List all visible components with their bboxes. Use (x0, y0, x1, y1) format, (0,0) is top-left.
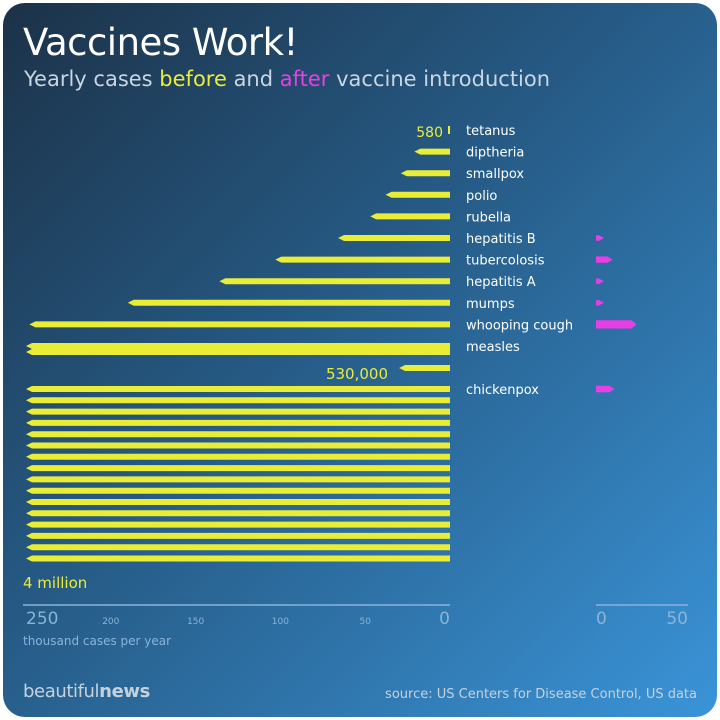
bar-before-polio (385, 191, 450, 198)
subtitle-part: vaccine introduction (329, 67, 551, 91)
bar-before-chickenpox-segment (26, 521, 450, 528)
category-label: tubercolosis (466, 254, 545, 269)
bar-before-rubella (370, 213, 450, 220)
brand-logo-bold: news (99, 681, 150, 702)
bar-before-hepatitis-B (338, 235, 450, 241)
bar-before-chickenpox-segment (26, 408, 450, 415)
bar-before-measles-full (26, 343, 450, 349)
bar-before-tetanus (448, 126, 450, 134)
subtitle-after-word: after (279, 67, 330, 91)
axis-before-tick-label: 200 (102, 617, 119, 627)
category-label: smallpox (466, 167, 524, 182)
bar-before-diptheria (414, 148, 450, 155)
bar-before-whooping-cough (29, 321, 451, 328)
category-label: whooping cough (466, 318, 573, 333)
category-label: chickenpox (466, 383, 539, 398)
annotation-measles: 530,000 (326, 365, 388, 383)
bar-before-chickenpox-segment (26, 419, 450, 426)
axis-before-tick-label: 150 (187, 617, 204, 627)
chart-subtitle: Yearly cases before and after vaccine in… (24, 67, 550, 91)
category-label: polio (466, 189, 497, 204)
axis-before-tick-label: 100 (272, 617, 289, 627)
bar-before-chickenpox-segment (26, 442, 450, 449)
axis-before-tick-label: 50 (359, 617, 371, 627)
bar-before-chickenpox-segment (26, 532, 450, 539)
bar-before-smallpox (400, 170, 450, 177)
bar-before-chickenpox-segment (26, 510, 450, 517)
bar-before-hepatitis-A (219, 278, 450, 285)
category-label: mumps (466, 297, 515, 312)
subtitle-part: and (226, 67, 280, 91)
bar-before-chickenpox-segment (26, 386, 450, 392)
axis-before-tick-label: 0 (439, 609, 450, 629)
annotation-tetanus: 580 (416, 125, 443, 141)
bar-before-chickenpox-segment (26, 397, 450, 404)
bar-before-chickenpox-segment (26, 555, 450, 562)
bar-after-hepatitis-A (596, 278, 604, 284)
bar-before-chickenpox-segment (26, 465, 450, 472)
chart-card: Vaccines Work! Yearly cases before and a… (3, 3, 717, 717)
bar-after-whooping-cough (596, 320, 637, 329)
category-label: rubella (466, 210, 511, 225)
bar-before-chickenpox-segment (26, 476, 450, 483)
category-label: diptheria (466, 146, 524, 161)
bar-after-mumps (596, 300, 604, 306)
category-label: hepatitis A (466, 275, 536, 290)
bar-before-chickenpox-segment (26, 499, 450, 505)
bar-before-tubercolosis (275, 256, 450, 263)
bar-after-hepatitis-B (596, 235, 604, 241)
subtitle-part: Yearly cases (24, 67, 160, 91)
category-label: tetanus (466, 124, 516, 139)
axis-before-tick-label: 250 (26, 609, 58, 629)
bar-before-chickenpox-segment (26, 453, 450, 460)
bar-after-tubercolosis (596, 256, 613, 263)
bar-before-measles-remainder (399, 365, 450, 371)
bar-before-measles-full (26, 349, 450, 355)
bar-before-mumps (127, 299, 450, 306)
vaccine-bar-chart: tetanus diptheria smallpox polio rubella hepa… (23, 124, 688, 648)
bar-before-chickenpox-segment (26, 431, 450, 438)
annotation-chickenpox: 4 million (23, 574, 87, 592)
source-note: source: US Centers for Disease Control, … (385, 687, 697, 702)
axis-after-tick-label: 0 (596, 609, 607, 629)
category-label: measles (466, 340, 520, 355)
bar-before-chickenpox-segment (26, 487, 450, 494)
brand-logo-light: beautiful (23, 681, 100, 702)
chart-title: Vaccines Work! (23, 21, 298, 64)
brand-logo: beautifulnews (23, 681, 150, 702)
axis-after-tick-label: 50 (666, 609, 688, 629)
axis-before-title: thousand cases per year (23, 634, 171, 648)
bar-before-chickenpox-segment (26, 544, 450, 551)
category-label: hepatitis B (466, 232, 536, 247)
bar-after-chickenpox (596, 385, 615, 393)
subtitle-before-word: before (159, 67, 227, 91)
